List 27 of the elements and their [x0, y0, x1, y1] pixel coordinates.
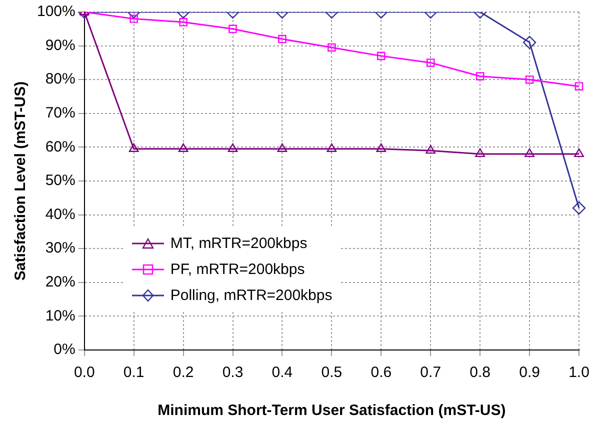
x-tick-label: 0.7 [420, 364, 442, 382]
y-tick-label: 100% [36, 3, 76, 20]
legend-label: Polling, mRTR=200kbps [170, 286, 332, 304]
x-tick-label: 0.3 [222, 364, 244, 382]
y-tick-label: 50% [45, 172, 76, 190]
y-tick-label: 70% [45, 104, 76, 122]
x-tick-label: 0.6 [370, 364, 392, 382]
legend-label: PF, mRTR=200kbps [170, 260, 305, 278]
x-tick-label: 0.2 [172, 364, 194, 382]
y-tick-label: 30% [45, 240, 76, 257]
y-axis-title: Satisfaction Level (mST-US) [12, 81, 30, 281]
x-axis-title: Minimum Short-Term User Satisfaction (mST-US) [158, 402, 506, 420]
y-tick-label: 20% [45, 274, 76, 291]
x-tick-label: 0.5 [321, 364, 342, 382]
y-tick-label: 90% [45, 36, 76, 54]
x-tick-label: 0.9 [519, 364, 540, 382]
x-tick-label: 1.0 [568, 364, 590, 382]
x-tick-label: 0.8 [470, 364, 491, 382]
y-tick-label: 0% [54, 341, 76, 358]
x-tick-label: 0.4 [272, 364, 293, 382]
x-tick-label: 0.0 [74, 364, 95, 382]
y-tick-label: 80% [45, 70, 76, 88]
legend-label: MT, mRTR=200kbps [170, 234, 308, 252]
y-tick-label: 40% [45, 206, 76, 223]
x-tick-label: 0.1 [123, 364, 144, 382]
y-tick-label: 10% [45, 307, 76, 324]
y-tick-label: 60% [45, 138, 76, 156]
